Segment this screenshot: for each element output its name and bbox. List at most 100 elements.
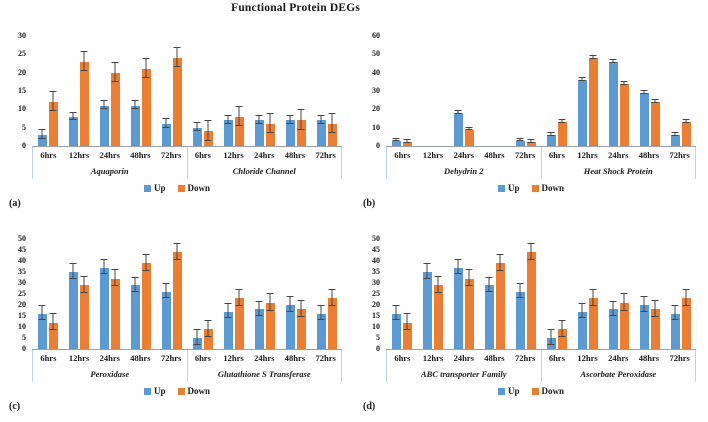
panel-grid: 0 5 10 15 20 25 30 6hrs 12hrs 24hrs 48hrs 72hrs Aqua… <box>0 15 708 422</box>
bar-cluster <box>572 36 603 146</box>
error-bar <box>286 296 294 312</box>
error-bar <box>485 276 493 292</box>
y-tick-label: 10 <box>18 322 26 331</box>
legend-label: Up <box>507 183 520 193</box>
bar-slot <box>130 239 140 349</box>
bar-slot <box>391 36 401 146</box>
group-label: Heat Shock Protein <box>583 165 653 176</box>
bar-up <box>515 291 525 349</box>
x-tick-label: 48hrs <box>638 149 660 160</box>
legend: Up Down <box>0 183 354 193</box>
bar-groups <box>386 239 696 349</box>
bar-slot <box>285 36 295 146</box>
bar-slot <box>110 239 120 349</box>
y-tick-label: 40 <box>18 256 26 265</box>
error-bar <box>162 283 170 299</box>
y-tick-label: 15 <box>372 311 380 320</box>
bar-slot <box>79 239 89 349</box>
bar-slot <box>577 239 587 349</box>
bar-slot <box>546 36 556 146</box>
bar-slot <box>192 239 202 349</box>
bar-slot <box>265 36 275 146</box>
bar-slot <box>422 239 432 349</box>
bar-cluster <box>218 239 249 349</box>
y-tick-label: 60 <box>372 31 380 40</box>
bar-slot <box>327 239 337 349</box>
bar-slot <box>79 36 89 146</box>
x-tick-label: 12hrs <box>68 149 90 160</box>
x-tick-label: 12hrs <box>577 149 598 160</box>
error-bar <box>224 303 232 319</box>
y-tick-label: 0 <box>376 344 380 353</box>
error-bar <box>224 114 232 124</box>
x-tick-label: 24hrs <box>99 352 120 363</box>
bar-cluster <box>572 239 603 349</box>
bar-up <box>161 291 171 349</box>
x-tick-label: 48hrs <box>484 149 505 160</box>
y-tick-label: 15 <box>18 86 26 95</box>
bar-up <box>577 311 587 349</box>
axis-group: 6hrs 12hrs 24hrs 48hrs 72hrs Glutathione S Tr… <box>186 350 342 382</box>
bar-up <box>254 120 264 146</box>
legend: Up Down <box>0 386 354 396</box>
bar-slot <box>223 239 233 349</box>
bar-cluster <box>417 36 448 146</box>
bar-slot <box>285 239 295 349</box>
error-bar <box>589 55 597 59</box>
error-bar <box>266 112 274 134</box>
bar-up <box>453 267 463 349</box>
bar-slot <box>203 239 213 349</box>
error-bar <box>100 259 108 275</box>
error-bar <box>682 288 690 307</box>
bar-slot <box>254 239 264 349</box>
group-label: Dehydrin 2 <box>444 165 484 176</box>
bar-up <box>639 92 649 146</box>
error-bar <box>328 288 336 307</box>
y-tick-label: 30 <box>18 278 26 287</box>
error-bar <box>49 312 57 331</box>
bar-slot <box>453 239 463 349</box>
error-bar <box>235 105 243 126</box>
bar-up <box>68 116 78 146</box>
bar-cluster <box>541 36 572 146</box>
error-bar <box>589 288 597 307</box>
x-tick-label: 6hrs <box>548 149 565 160</box>
bar-slot <box>608 36 618 146</box>
axis-label-rows: 6hrs 12hrs 24hrs 48hrs 72hrs Peroxidase 6hrs 12… <box>32 350 342 382</box>
error-bar <box>547 132 555 136</box>
bar-down <box>48 102 58 146</box>
bar-up <box>639 305 649 349</box>
x-tick-label: 6hrs <box>394 352 411 363</box>
bar-slot <box>434 36 443 146</box>
bar-up <box>608 61 618 146</box>
bar-down <box>681 298 691 349</box>
bar-up <box>515 140 525 146</box>
error-bar <box>434 275 442 293</box>
bar-down <box>526 142 536 146</box>
y-tick-label: 25 <box>372 289 380 298</box>
x-tick-label: 6hrs <box>40 352 57 363</box>
bar-down <box>588 298 598 349</box>
error-bar <box>142 57 150 79</box>
bar-up <box>130 285 140 349</box>
bar-down <box>265 124 275 146</box>
legend-down-swatch <box>177 184 185 192</box>
y-tick-label: 20 <box>18 67 26 77</box>
bar-down <box>495 263 505 349</box>
group-label: Glutathione S Transferase <box>217 368 311 379</box>
bar-slot <box>110 36 120 146</box>
error-bar <box>527 139 535 144</box>
axis-group: 6hrs 12hrs 24hrs 48hrs 72hrs Chloride Channel <box>186 147 342 179</box>
bar-group <box>32 36 187 146</box>
y-tick-label: 15 <box>18 311 26 320</box>
legend-up-swatch <box>497 387 505 395</box>
x-tick-label: 6hrs <box>394 149 411 160</box>
panel-letter: (d) <box>363 401 376 412</box>
x-tick-label: 72hrs <box>315 149 336 160</box>
plot-area: 0 5 10 15 20 25 30 35 40 45 50 <box>372 235 696 353</box>
x-tick-row: 6hrs 12hrs 24hrs 48hrs 72hrs <box>387 350 541 365</box>
bar-cluster <box>311 36 342 146</box>
bar-slot <box>681 36 691 146</box>
y-tick-label: 45 <box>372 245 380 254</box>
bar-up <box>68 272 78 349</box>
